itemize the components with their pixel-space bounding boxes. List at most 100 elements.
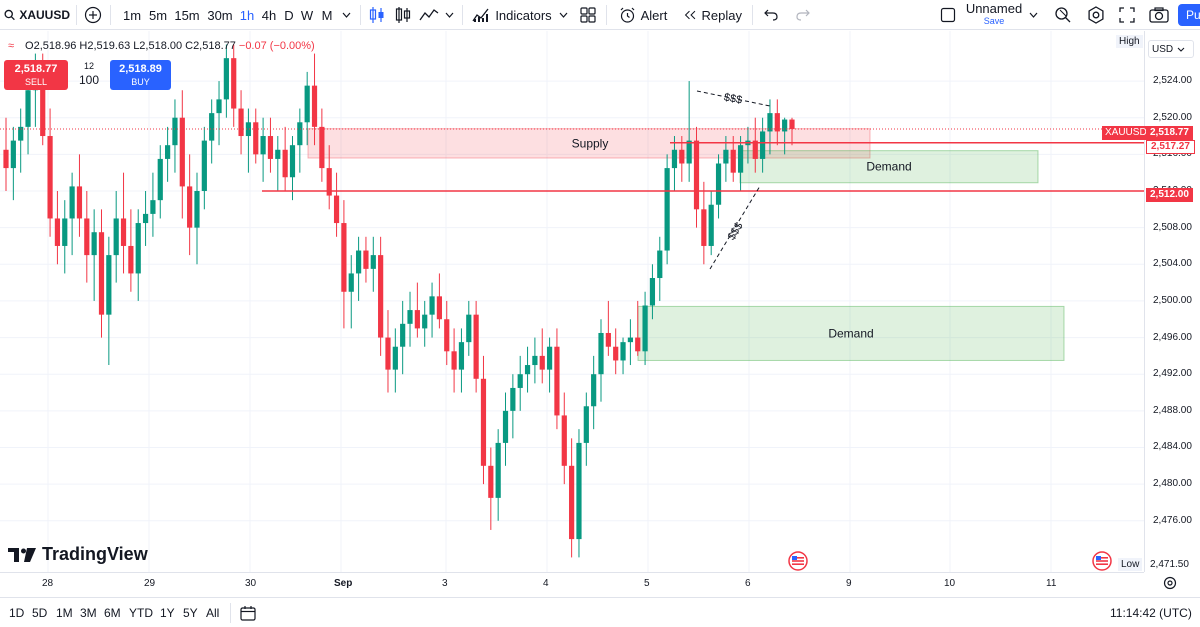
candle-body-up bbox=[348, 273, 354, 292]
candle-body-down bbox=[789, 119, 795, 129]
alert-button[interactable]: Alert bbox=[617, 0, 669, 30]
candle-body-down bbox=[473, 314, 479, 379]
search-icon bbox=[4, 9, 15, 21]
replay-button[interactable]: Replay bbox=[684, 0, 742, 30]
chart-pane[interactable]: Supply Demand Demand $$$ $$$ bbox=[0, 31, 1144, 572]
publish-button[interactable]: Pu bbox=[1178, 4, 1200, 26]
range-3m[interactable]: 3M bbox=[80, 606, 97, 620]
candle-body-up bbox=[62, 218, 68, 246]
candle-body-down bbox=[326, 168, 332, 196]
axis-settings-button[interactable] bbox=[1163, 576, 1177, 595]
candle-body-down bbox=[253, 122, 259, 155]
price-chart[interactable]: Supply Demand Demand $$$ $$$ bbox=[0, 31, 1144, 572]
interval-1m[interactable]: 1m bbox=[122, 7, 142, 23]
interval-30m[interactable]: 30m bbox=[207, 7, 233, 23]
layout-checkbox[interactable] bbox=[938, 0, 958, 30]
interval-15m[interactable]: 15m bbox=[174, 7, 200, 23]
candle-body-down bbox=[701, 209, 707, 246]
chart-type-dropdown[interactable] bbox=[443, 0, 455, 30]
range-1m[interactable]: 1M bbox=[56, 606, 73, 620]
symbol-search[interactable]: XAUUSD bbox=[4, 0, 70, 30]
range-all[interactable]: All bbox=[206, 606, 220, 620]
candle-body-down bbox=[98, 232, 105, 315]
buy-button[interactable]: 2,518.89 BUY bbox=[110, 60, 171, 90]
time-tick: 9 bbox=[846, 578, 852, 589]
interval-dropdown[interactable] bbox=[339, 0, 353, 30]
clock-timezone[interactable]: 11:14:42 (UTC) bbox=[1110, 606, 1192, 620]
interval-m[interactable]: M bbox=[321, 7, 333, 23]
candle-body-up bbox=[686, 140, 692, 164]
range-1y[interactable]: 1Y bbox=[160, 606, 175, 620]
candle-body-down bbox=[414, 310, 420, 329]
us-flag-event-icon[interactable] bbox=[1092, 551, 1112, 576]
price-axis[interactable]: 2,524.002,520.002,516.002,512.002,508.00… bbox=[1144, 31, 1200, 572]
candle-body-up bbox=[715, 163, 722, 205]
layout-dropdown[interactable] bbox=[1026, 0, 1040, 30]
candle-body-up bbox=[649, 278, 656, 306]
candles-chart-type-button[interactable] bbox=[368, 0, 386, 30]
range-5d[interactable]: 5D bbox=[32, 606, 48, 620]
sell-button[interactable]: 2,518.77 SELL bbox=[4, 60, 68, 90]
candle-body-up bbox=[407, 310, 413, 324]
price-tick: 2,488.00 bbox=[1153, 404, 1192, 416]
alarm-clock-icon bbox=[620, 7, 635, 23]
candle-body-up bbox=[142, 213, 149, 224]
candle-body-up bbox=[723, 149, 729, 164]
redo-button[interactable] bbox=[795, 0, 811, 30]
order-quantity[interactable]: 12 100 bbox=[70, 60, 108, 88]
candle-body-down bbox=[378, 255, 384, 338]
candle-body-down bbox=[238, 108, 244, 137]
candle-body-down bbox=[444, 319, 450, 352]
sell-price: 2,518.77 bbox=[14, 63, 58, 75]
candle-body-down bbox=[54, 218, 61, 246]
time-tick: 4 bbox=[543, 578, 549, 589]
level-1-price-tag: 2,517.27 bbox=[1146, 140, 1195, 154]
candle-body-up bbox=[165, 145, 171, 159]
interval-w[interactable]: W bbox=[300, 7, 314, 23]
candle-body-down bbox=[363, 250, 369, 269]
interval-d[interactable]: D bbox=[284, 7, 294, 23]
candle-body-up bbox=[297, 122, 303, 146]
separator bbox=[110, 5, 111, 25]
interval-5m[interactable]: 5m bbox=[148, 7, 168, 23]
separator bbox=[76, 5, 77, 25]
go-to-date-button[interactable] bbox=[240, 598, 256, 627]
bars-chart-type-button[interactable] bbox=[394, 0, 412, 30]
candle-body-down bbox=[267, 136, 274, 159]
interval-1h[interactable]: 1h bbox=[239, 7, 255, 23]
indicators-button[interactable]: Indicators bbox=[472, 0, 552, 30]
compare-symbol-button[interactable] bbox=[82, 0, 104, 30]
indicators-icon bbox=[472, 8, 489, 22]
us-flag-event-icon[interactable] bbox=[788, 551, 808, 576]
indicators-dropdown[interactable] bbox=[556, 0, 570, 30]
tradingview-logo[interactable]: TradingView bbox=[8, 544, 148, 565]
time-tick: 10 bbox=[944, 578, 956, 589]
currency-label: USD bbox=[1152, 43, 1174, 55]
templates-button[interactable] bbox=[578, 0, 598, 30]
currency-select[interactable]: USD bbox=[1148, 40, 1194, 58]
range-5y[interactable]: 5Y bbox=[183, 606, 198, 620]
legend-close: C2,518.77 bbox=[185, 40, 236, 52]
legend-low: L2,518.00 bbox=[133, 40, 183, 52]
range-1d[interactable]: 1D bbox=[9, 606, 25, 620]
candle-body-up bbox=[708, 204, 714, 246]
quick-search-button[interactable] bbox=[1053, 0, 1073, 30]
range-6m[interactable]: 6M bbox=[104, 606, 121, 620]
high-marker-label: High bbox=[1116, 35, 1143, 48]
brand-name: TradingView bbox=[42, 544, 148, 564]
snapshot-button[interactable] bbox=[1148, 0, 1170, 30]
candle-body-up bbox=[576, 442, 582, 540]
candle-body-up bbox=[157, 158, 163, 201]
settings-button[interactable] bbox=[1085, 0, 1107, 30]
interval-4h[interactable]: 4h bbox=[261, 7, 277, 23]
time-tick: Sep bbox=[334, 578, 353, 589]
candle-body-up bbox=[466, 314, 472, 343]
undo-button[interactable] bbox=[763, 0, 779, 30]
layout-name[interactable]: Unnamed Save bbox=[965, 0, 1023, 30]
time-axis[interactable]: 28 29 30 Sep 3 4 5 6 9 10 11 bbox=[0, 572, 1144, 596]
line-chart-type-button[interactable] bbox=[418, 0, 440, 30]
range-ytd[interactable]: YTD bbox=[129, 606, 153, 620]
candle-body-up bbox=[495, 442, 501, 498]
fullscreen-button[interactable] bbox=[1117, 0, 1137, 30]
bars-icon bbox=[395, 7, 411, 23]
